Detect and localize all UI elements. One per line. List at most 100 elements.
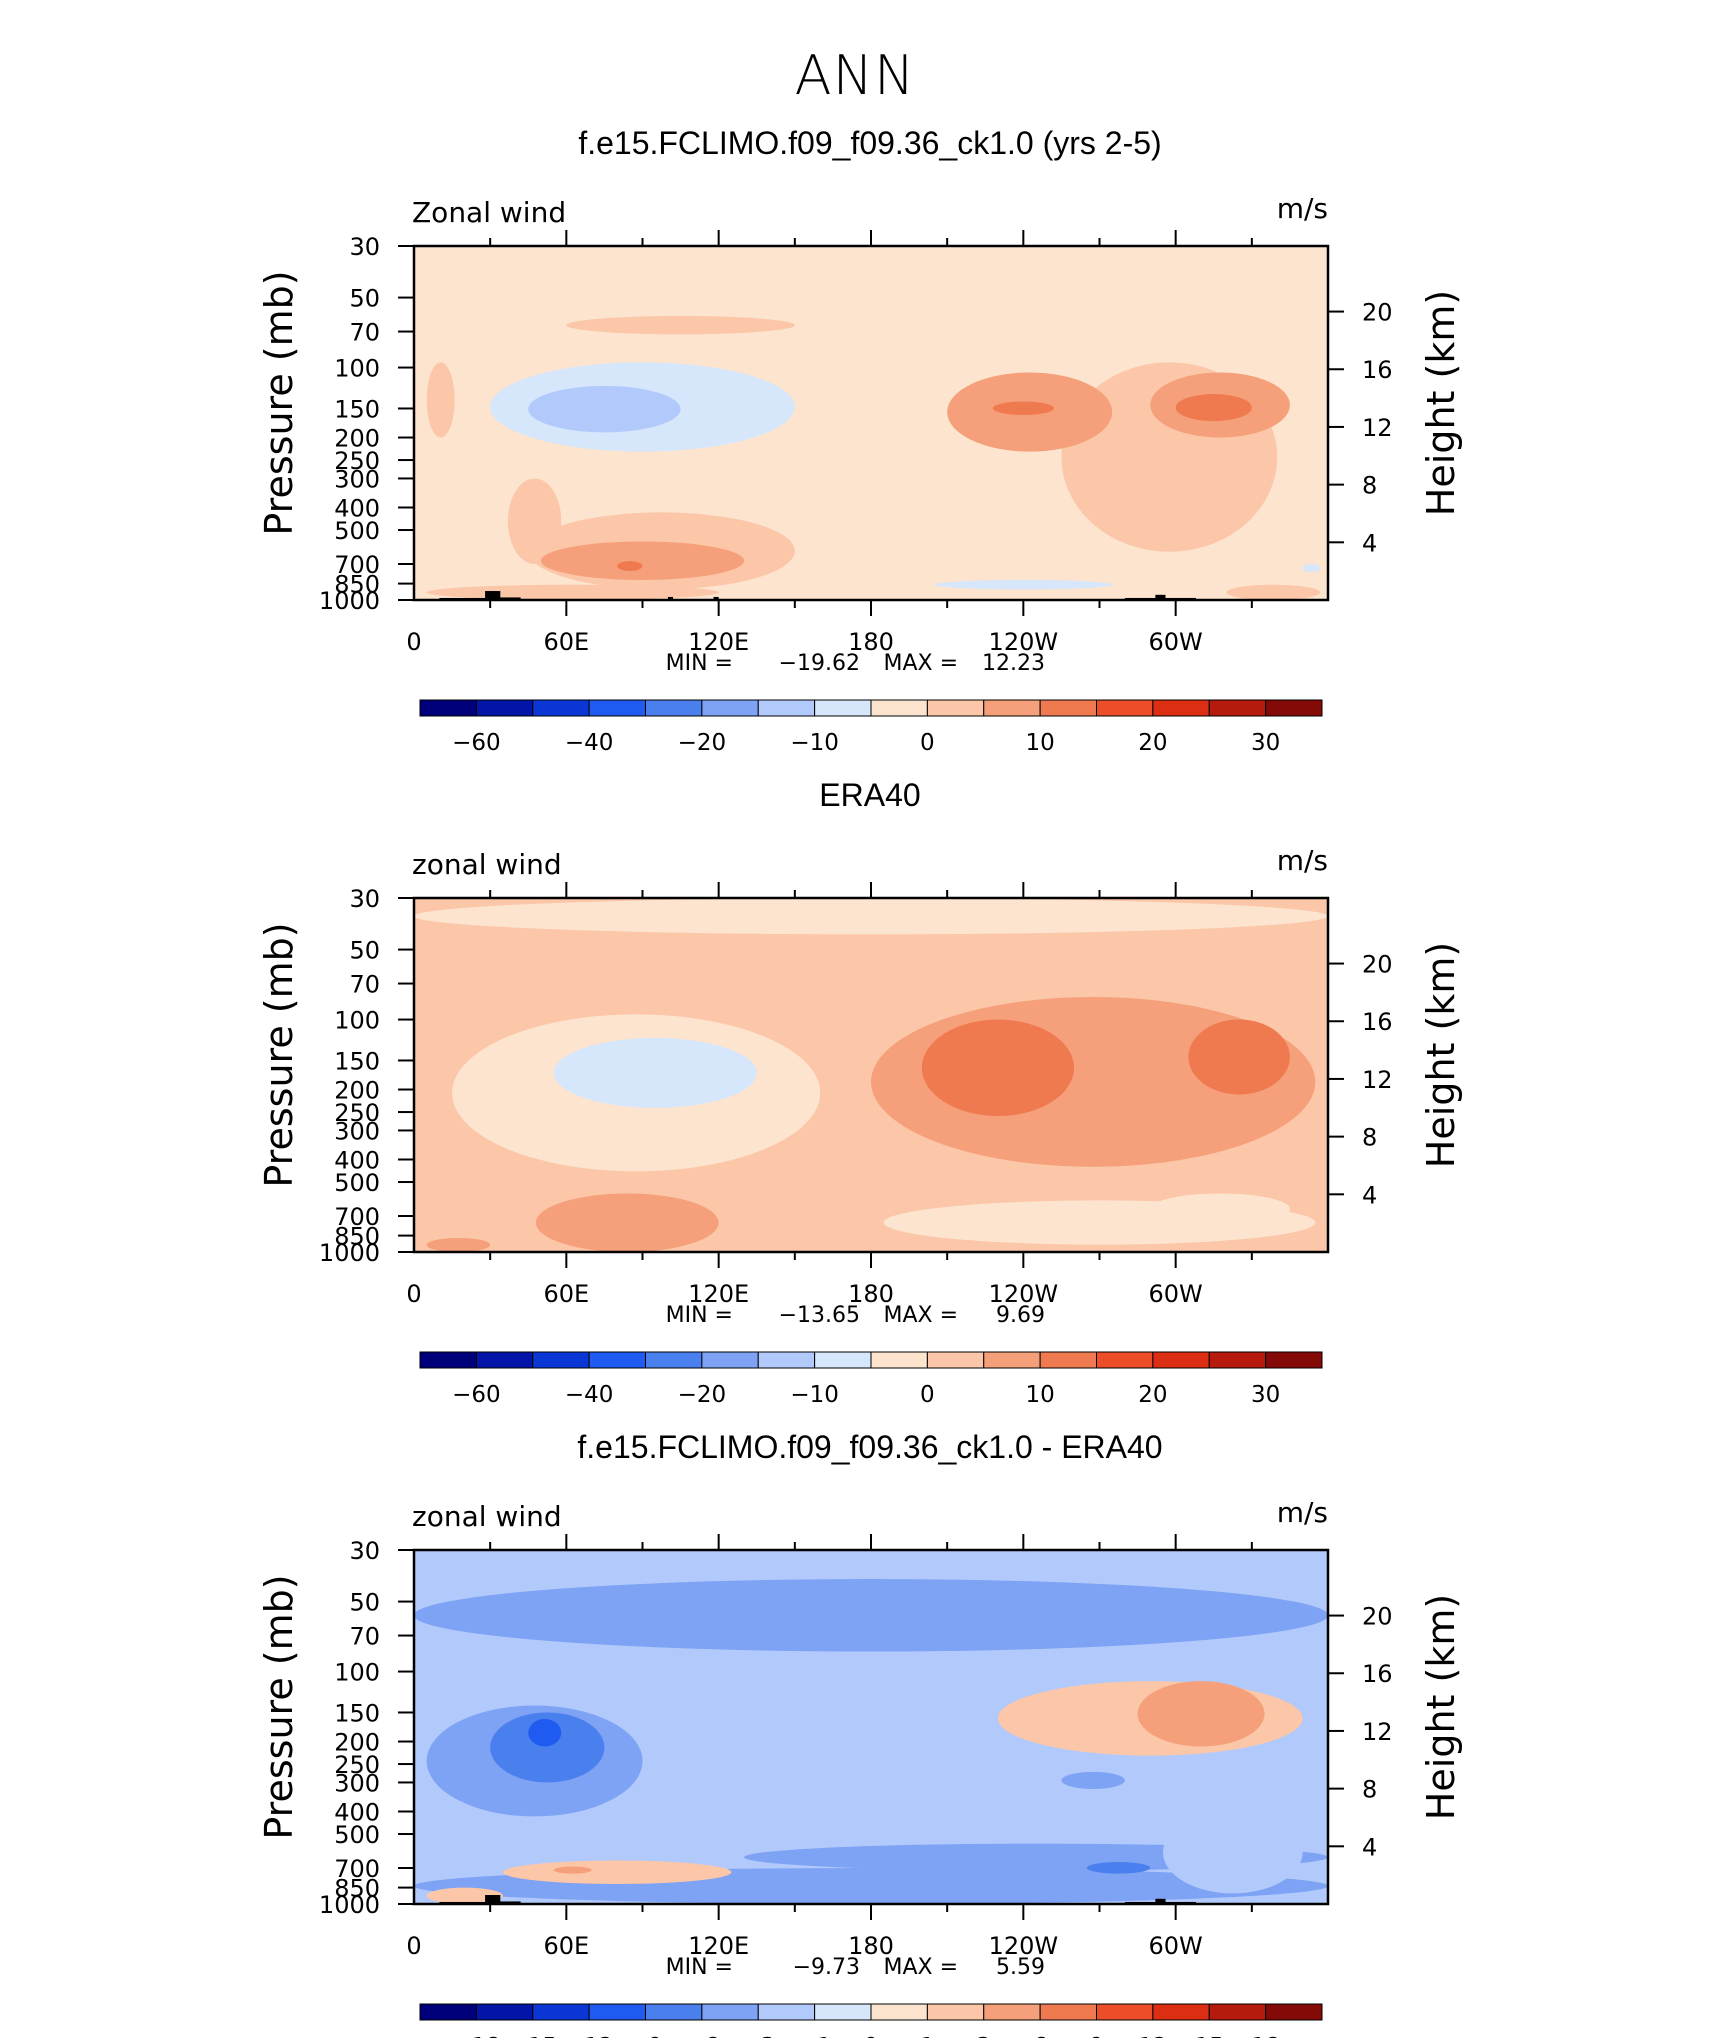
y-axis-title-right: Height (km) [1419,942,1463,1168]
x-tick-label: 0 [406,1280,421,1308]
colorbar: −18 −15 −12 −9 −6 −3 −1 0 1 3 6 9 12 15 18 [419,2003,1323,2038]
colorbar-swatch-5 [645,2003,703,2021]
y-axis-title-left: Pressure (mb) [257,922,301,1187]
colorbar-swatch-10 [926,699,985,717]
contour-region-16 [1061,1771,1125,1789]
colorbar-swatch-6 [701,1351,759,1369]
height-tick-label: 12 [1362,1718,1393,1746]
colorbar-swatch-14 [1152,1351,1210,1369]
height-tick-label: 12 [1362,1066,1393,1094]
pressure-tick-label: 850 [334,1223,380,1251]
units-label: m/s [1277,844,1328,877]
variable-label: zonal wind [412,1500,562,1533]
colorbar-swatch-4 [588,2003,646,2021]
colorbar-swatch-16 [1265,699,1323,717]
contour-region-6 [490,1712,605,1783]
pressure-tick-label: 200 [334,1729,380,1757]
height-tick-label: 8 [1362,472,1377,500]
colorbar-swatch-8 [814,1351,872,1369]
colorbar-label: −3 [741,2034,775,2038]
topography-3 [490,1901,521,1904]
colorbar-label: −40 [565,730,614,756]
height-tick-label: 4 [1362,529,1377,557]
colorbar-swatch-12 [1039,699,1097,717]
pressure-tick-label: 200 [334,1077,380,1105]
contour-region-7 [528,1718,562,1747]
colorbar-label: 30 [1251,730,1280,756]
contour-region-12 [540,541,745,580]
pressure-tick-label: 700 [334,1855,380,1883]
colorbar-swatch-5 [645,699,703,717]
colorbar-label: 9 [1089,2034,1104,2038]
contour-field [414,898,1328,1252]
pressure-tick-label: 150 [334,395,380,423]
pressure-tick-label: 30 [349,1537,380,1565]
colorbar-swatch-7 [757,699,816,717]
colorbar-swatch-1 [419,699,477,717]
height-tick-label: 20 [1362,951,1393,979]
colorbar-label: 18 [1251,2034,1280,2038]
colorbar: −60 −40 −20 −10 0 10 20 30 [419,699,1323,756]
contour-region-2 [426,362,455,438]
units-label: m/s [1277,192,1328,225]
min-value: −9.73 [793,1955,860,1980]
contour-region-9 [535,1193,719,1252]
panel-title: ERA40 [819,777,920,813]
pressure-tick-label: 100 [334,355,380,383]
max-label: MAX = [883,1955,958,1980]
pressure-tick-label: 250 [334,1099,380,1127]
pressure-tick-label: 500 [334,517,380,545]
contour-region-7 [921,1019,1075,1117]
pressure-tick-label: 30 [349,233,380,261]
colorbar-label: −10 [790,1382,839,1408]
pressure-tick-label: 30 [349,885,380,913]
height-tick-label: 8 [1362,1776,1377,1804]
colorbar-label: −10 [790,730,839,756]
x-tick-label: 120E [688,628,749,656]
colorbar-label: −6 [685,2034,719,2038]
topography-4 [667,596,673,600]
pressure-tick-label: 400 [334,1146,380,1174]
colorbar-swatch-10 [926,1351,985,1369]
colorbar-swatch-5 [645,1351,703,1369]
colorbar-label: −40 [565,1382,614,1408]
colorbar-swatch-8 [814,2003,872,2021]
colorbar-swatch-9 [870,699,928,717]
contour-region-8 [1188,1019,1290,1095]
x-tick-label: 180 [848,1280,894,1308]
colorbar-swatch-9 [870,1351,928,1369]
colorbar: −60 −40 −20 −10 0 10 20 30 [419,1351,1323,1408]
contour-region-4 [1150,1193,1290,1225]
pressure-tick-label: 1000 [319,587,380,615]
max-value: 9.69 [996,1303,1045,1328]
colorbar-label: 20 [1138,1382,1167,1408]
pressure-tick-label: 700 [334,551,380,579]
pressure-tick-label: 500 [334,1169,380,1197]
colorbar-swatch-15 [1208,699,1267,717]
colorbar-swatch-4 [588,1351,646,1369]
colorbar-label: −60 [452,1382,501,1408]
contour-region-10 [426,1237,491,1252]
colorbar-label: 6 [1033,2034,1048,2038]
colorbar-label: −12 [565,2034,614,2038]
pressure-tick-label: 850 [334,1875,380,1903]
contour-region-5 [507,478,562,564]
colorbar-label: 15 [1195,2034,1224,2038]
colorbar-swatch-13 [1096,1351,1154,1369]
colorbar-swatch-6 [701,2003,759,2021]
pressure-tick-label: 1000 [319,1891,380,1919]
pressure-tick-label: 250 [334,1751,380,1779]
x-tick-label: 0 [406,1932,421,1960]
min-label: MIN = [666,1303,733,1328]
topography-2 [485,1895,501,1904]
contour-region-13 [617,561,643,571]
contour-region-1 [414,898,1328,935]
colorbar-label: −9 [629,2034,663,2038]
contour-region-10 [1175,394,1252,422]
height-tick-label: 8 [1362,1124,1377,1152]
pressure-tick-label: 50 [349,1589,380,1617]
pressure-tick-label: 500 [334,1821,380,1849]
pressure-tick-label: 200 [334,425,380,453]
chart-panel-2: ERA40 zonal wind m/s 0 60E 120E 180 120W 60W 30 50… [257,777,1463,1408]
pressure-tick-label: 70 [349,971,380,999]
